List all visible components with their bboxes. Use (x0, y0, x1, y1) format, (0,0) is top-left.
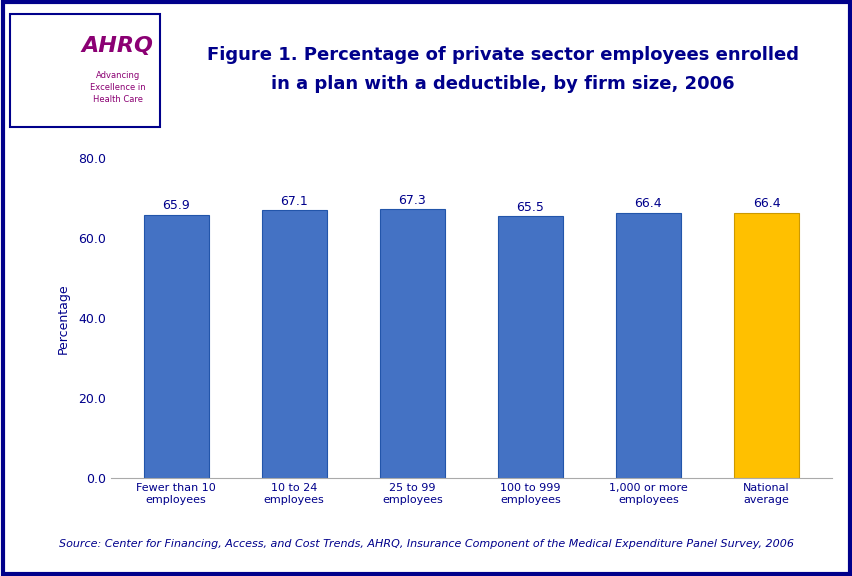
Text: 66.4: 66.4 (634, 198, 661, 210)
Text: Source: Center for Financing, Access, and Cost Trends, AHRQ, Insurance Component: Source: Center for Financing, Access, an… (59, 539, 793, 550)
Bar (733, 213, 798, 478)
Text: AHRQ: AHRQ (82, 36, 153, 56)
Text: 67.3: 67.3 (398, 194, 426, 207)
Text: 65.9: 65.9 (162, 199, 190, 213)
Bar (498, 217, 562, 478)
Bar (262, 210, 326, 478)
Text: 67.1: 67.1 (280, 195, 308, 207)
Text: Advancing
Excellence in
Health Care: Advancing Excellence in Health Care (89, 71, 146, 104)
Text: 65.5: 65.5 (515, 201, 544, 214)
Text: in a plan with a deductible, by firm size, 2006: in a plan with a deductible, by firm siz… (271, 74, 734, 93)
Bar (143, 215, 209, 478)
Bar (615, 213, 680, 478)
Bar (379, 209, 444, 478)
Y-axis label: Percentage: Percentage (56, 283, 70, 354)
Text: 66.4: 66.4 (751, 198, 780, 210)
Text: Figure 1. Percentage of private sector employees enrolled: Figure 1. Percentage of private sector e… (207, 46, 798, 64)
FancyBboxPatch shape (72, 29, 155, 110)
